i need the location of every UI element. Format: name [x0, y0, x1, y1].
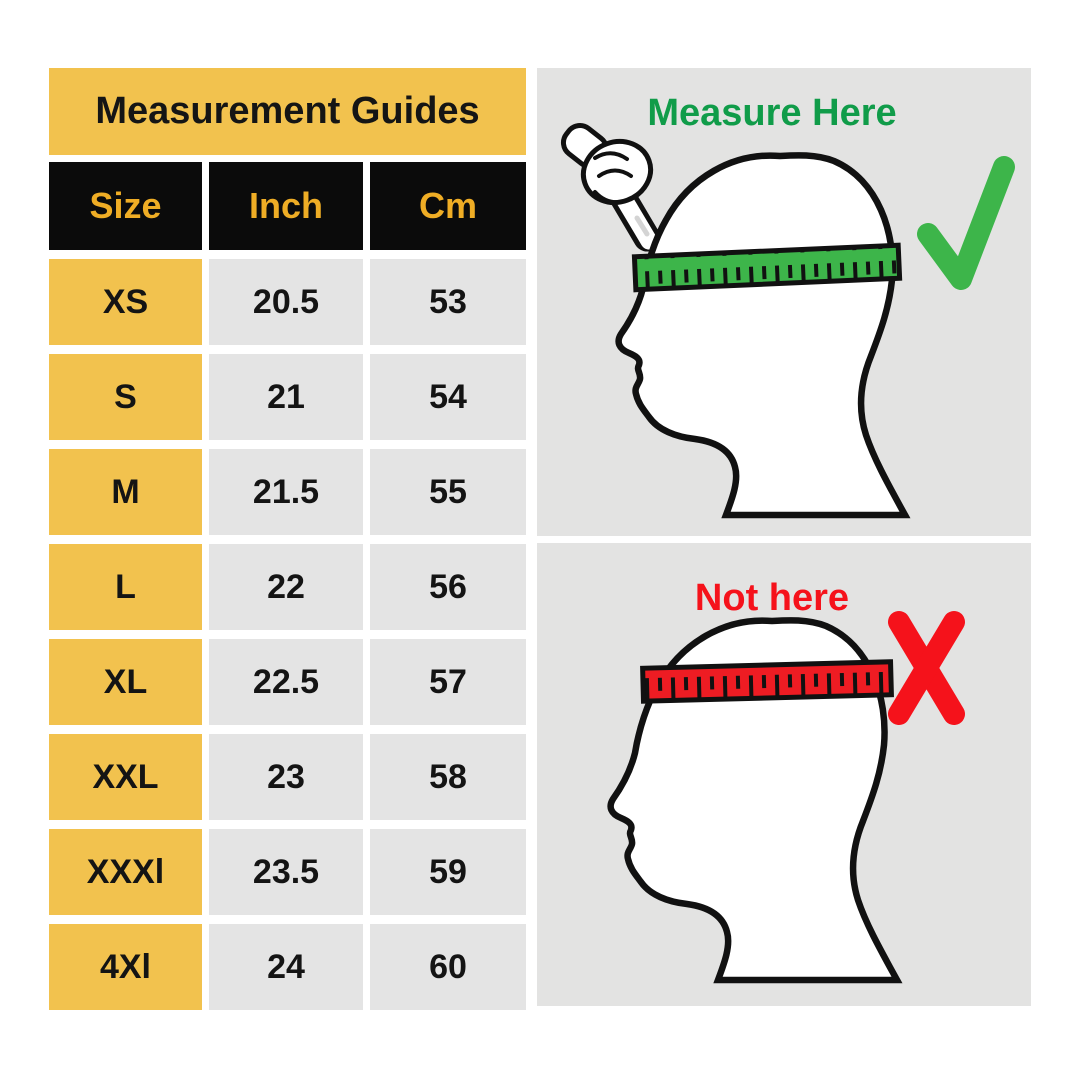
cm-cell: 60 [370, 924, 526, 1010]
cm-cell: 57 [370, 639, 526, 725]
incorrect-measurement-illustration [537, 611, 965, 1006]
measurement-table: Measurement Guides Size Inch Cm XS 20.5 … [49, 68, 526, 1010]
column-header-cm: Cm [370, 162, 526, 250]
head-profile-illustration [619, 155, 905, 515]
cm-cell: 55 [370, 449, 526, 535]
cm-cell: 56 [370, 544, 526, 630]
inch-cell: 23 [209, 734, 363, 820]
size-cell: 4Xl [49, 924, 202, 1010]
column-header-inch: Inch [209, 162, 363, 250]
measuring-tape-band-incorrect [640, 659, 894, 704]
size-cell: XXXl [49, 829, 202, 915]
column-header-size: Size [49, 162, 202, 250]
size-cell: XS [49, 259, 202, 345]
measure-here-panel: Measure Here [537, 68, 1031, 536]
size-table-grid: Size Inch Cm XS 20.5 53 S 21 54 M 21.5 5… [49, 162, 526, 1010]
size-cell: XL [49, 639, 202, 725]
inch-cell: 22.5 [209, 639, 363, 725]
cm-cell: 59 [370, 829, 526, 915]
cm-cell: 54 [370, 354, 526, 440]
correct-measurement-illustration [560, 122, 1015, 536]
size-cell: XXL [49, 734, 202, 820]
x-mark-icon [888, 611, 965, 725]
inch-cell: 20.5 [209, 259, 363, 345]
cm-cell: 58 [370, 734, 526, 820]
checkmark-icon [917, 156, 1015, 290]
not-here-label: Not here [694, 577, 850, 619]
size-cell: L [49, 544, 202, 630]
cm-cell: 53 [370, 259, 526, 345]
inch-cell: 23.5 [209, 829, 363, 915]
size-cell: M [49, 449, 202, 535]
size-cell: S [49, 354, 202, 440]
pointing-hand-icon [560, 122, 661, 252]
measure-here-label: Measure Here [647, 92, 897, 134]
inch-cell: 21 [209, 354, 363, 440]
table-title: Measurement Guides [49, 68, 526, 155]
inch-cell: 21.5 [209, 449, 363, 535]
not-here-panel: Not here [537, 543, 1031, 1006]
inch-cell: 24 [209, 924, 363, 1010]
inch-cell: 22 [209, 544, 363, 630]
measuring-tape-band-correct [631, 242, 903, 293]
